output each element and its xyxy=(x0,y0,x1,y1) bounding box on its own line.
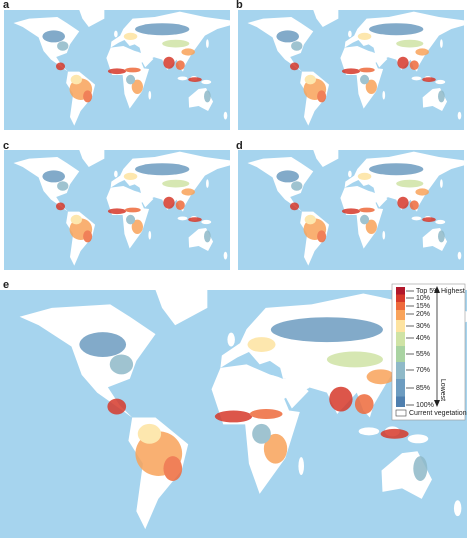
legend-swatch xyxy=(396,346,405,362)
legend-swatch xyxy=(396,379,405,397)
legend-swatch xyxy=(396,332,405,346)
map xyxy=(238,150,464,270)
legend-level: 70% xyxy=(416,367,430,374)
map xyxy=(4,150,230,270)
legend-level: 10% xyxy=(416,295,430,302)
legend-level: 30% xyxy=(416,323,430,330)
legend-level: 20% xyxy=(416,311,430,318)
vegetation-swatch xyxy=(395,409,407,417)
legend-swatch xyxy=(396,310,405,320)
legend-level: Top 5% xyxy=(416,288,439,295)
arrow-up xyxy=(434,286,440,293)
legend-level: 85% xyxy=(416,385,430,392)
legend-swatch xyxy=(396,362,405,379)
legend-level: 40% xyxy=(416,335,430,342)
legend-swatch xyxy=(396,396,405,407)
map xyxy=(4,10,230,130)
map xyxy=(238,10,464,130)
panel-label: a xyxy=(3,0,10,11)
legend: Highest Lowest Current vegetation Top 5%… xyxy=(391,283,467,421)
panel-label: b xyxy=(236,0,243,11)
legend-highest: Highest xyxy=(441,288,465,295)
legend-swatch xyxy=(396,320,405,332)
panel-label: c xyxy=(3,140,9,152)
legend-vegetation: Current vegetation xyxy=(409,410,467,417)
legend-swatch xyxy=(396,287,405,295)
legend-lowest: Lowest xyxy=(439,379,446,401)
legend-swatch xyxy=(396,302,405,310)
legend-level: 100% xyxy=(416,402,434,409)
legend-swatch xyxy=(396,294,405,302)
arrow-down xyxy=(434,400,440,407)
legend-level: 15% xyxy=(416,303,430,310)
legend-level: 55% xyxy=(416,351,430,358)
panel-label: d xyxy=(236,140,243,152)
panel-label: e xyxy=(3,279,9,291)
